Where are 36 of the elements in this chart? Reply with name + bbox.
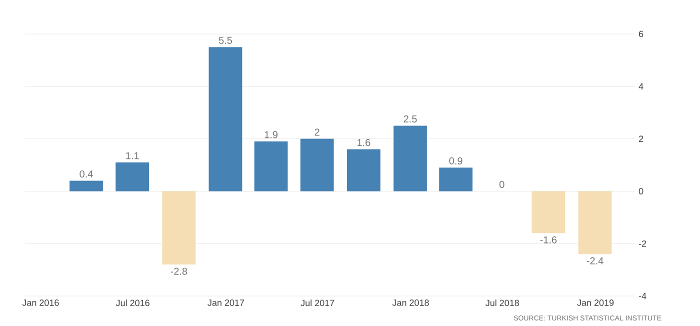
x-tick-label: Jan 2018 <box>392 300 429 306</box>
y-tick-label: 2 <box>639 136 644 142</box>
x-tick-label: Jul 2018 <box>486 300 519 306</box>
data-label: 0.4 <box>80 170 93 178</box>
data-label: 2.5 <box>404 115 417 122</box>
bar <box>532 191 566 234</box>
bar <box>300 138 334 192</box>
data-label: 1.1 <box>126 152 139 160</box>
x-tick-label: Jul 2017 <box>300 300 334 306</box>
data-label: 0 <box>499 180 504 188</box>
y-tick-label: -2 <box>638 240 646 247</box>
y-tick-label: 0 <box>638 188 644 194</box>
bar <box>162 191 196 265</box>
y-tick-label: 6 <box>639 30 644 38</box>
data-label: 5.5 <box>218 36 232 44</box>
bar <box>254 141 288 192</box>
y-tick-label: -4 <box>638 292 646 300</box>
x-tick-label: Jul 2016 <box>116 300 150 306</box>
data-label: 1.6 <box>357 139 370 146</box>
bar <box>394 126 427 192</box>
x-tick-label: Jan 2017 <box>208 300 244 306</box>
bar <box>70 180 103 192</box>
bar <box>208 47 242 192</box>
data-label: -1.6 <box>540 236 557 244</box>
y-tick-label: 4 <box>638 83 644 90</box>
data-label: 1.9 <box>264 131 278 138</box>
data-label: -2.4 <box>586 257 604 264</box>
data-label: 0.9 <box>449 157 462 164</box>
x-tick-label: Jan 2019 <box>577 300 614 306</box>
bar <box>578 191 612 254</box>
data-label: -2.8 <box>170 268 188 275</box>
bar <box>439 168 473 192</box>
x-tick-label: Jan 2016 <box>22 300 59 306</box>
data-label: 2 <box>314 128 320 136</box>
bar <box>346 149 380 192</box>
bar <box>116 162 150 192</box>
